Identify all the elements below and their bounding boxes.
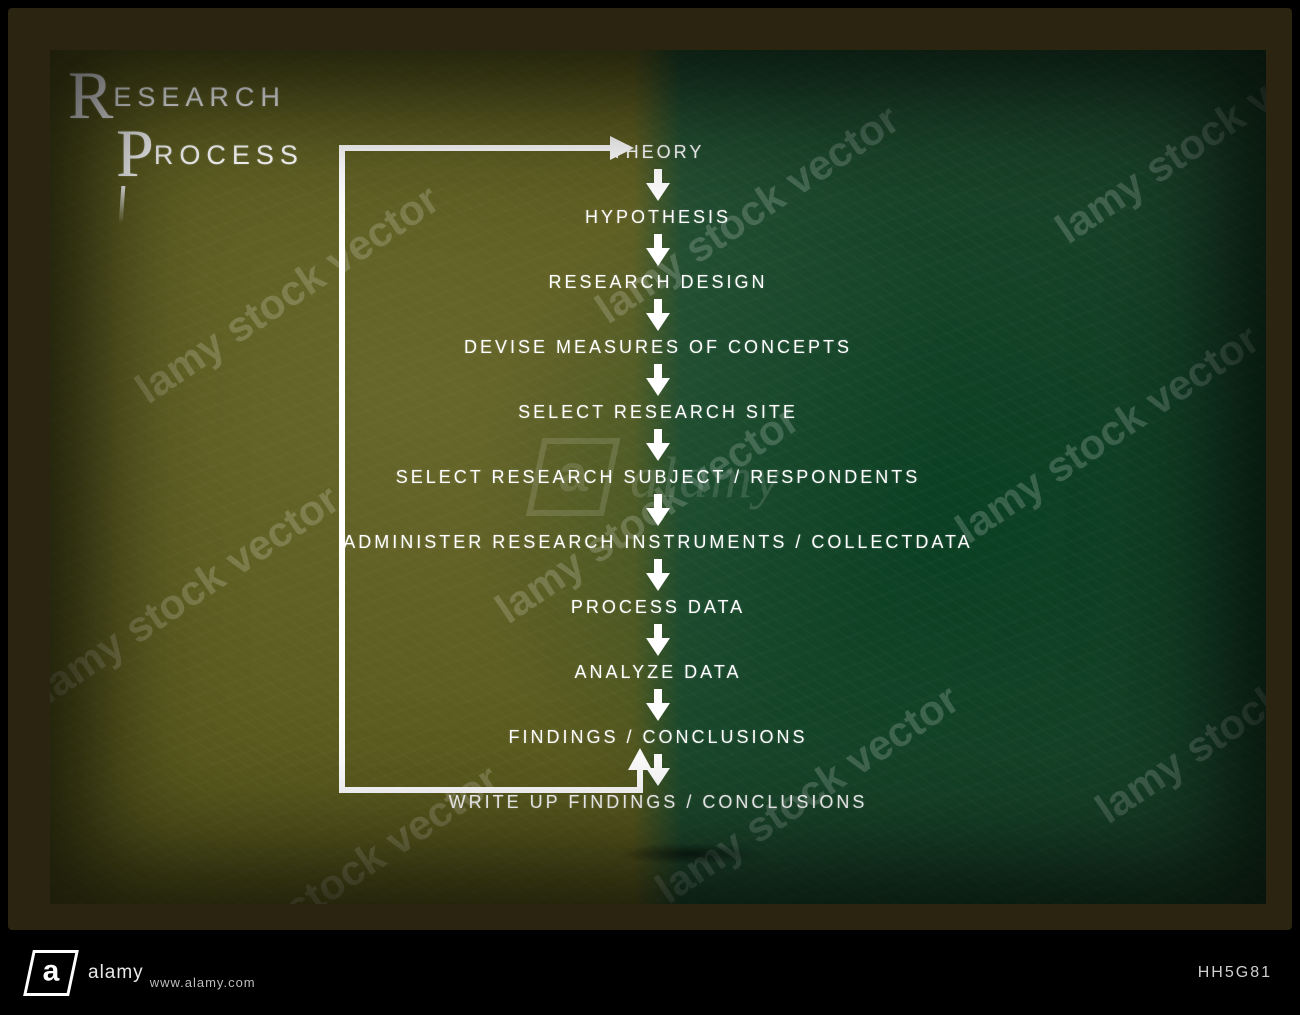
down-arrow-icon xyxy=(646,559,670,593)
title-rest-1: ESEARCH xyxy=(113,82,286,112)
footer-image-id: HH5G81 xyxy=(1198,964,1272,982)
down-arrow-icon xyxy=(646,494,670,528)
flow-step: DEVISE MEASURES OF CONCEPTS xyxy=(464,337,852,358)
chalkboard-frame: lamy stock vectorlamy stock vectorlamy s… xyxy=(8,8,1292,930)
alamy-mark-icon xyxy=(28,950,74,996)
shadow-ellipse xyxy=(615,843,765,865)
down-arrow-icon xyxy=(646,624,670,658)
footer-brand: alamy www.alamy.com xyxy=(28,950,256,996)
footer-brand-label: alamy xyxy=(88,962,144,984)
down-arrow-icon xyxy=(646,234,670,268)
title-cap-r: R xyxy=(68,68,113,122)
down-arrow-icon xyxy=(646,429,670,463)
flow-step: FINDINGS / CONCLUSIONS xyxy=(508,727,807,748)
flow-step: SELECT RESEARCH SUBJECT / RESPONDENTS xyxy=(396,467,920,488)
flow-step: THEORY xyxy=(612,142,705,163)
flow-step: ADMINISTER RESEARCH INSTRUMENTS / COLLEC… xyxy=(343,532,972,553)
flow-step: WRITE UP FINDINGS / CONCLUSIONS xyxy=(449,792,868,813)
flow-step: PROCESS DATA xyxy=(571,597,745,618)
down-arrow-icon xyxy=(646,299,670,333)
flow-step: SELECT RESEARCH SITE xyxy=(518,402,798,423)
down-arrow-icon xyxy=(646,689,670,723)
chalkboard: lamy stock vectorlamy stock vectorlamy s… xyxy=(50,50,1266,904)
down-arrow-icon xyxy=(646,364,670,398)
footer-bar: alamy www.alamy.com HH5G81 xyxy=(0,930,1300,1015)
flow-column: THEORY HYPOTHESIS RESEARCH DESIGN DEVISE ME… xyxy=(50,142,1266,813)
flow-step: ANALYZE DATA xyxy=(574,662,741,683)
flow-step: RESEARCH DESIGN xyxy=(548,272,767,293)
footer-brand-site: www.alamy.com xyxy=(150,975,256,990)
flow-step: HYPOTHESIS xyxy=(585,207,731,228)
down-arrow-icon xyxy=(646,754,670,788)
down-arrow-icon xyxy=(646,169,670,203)
